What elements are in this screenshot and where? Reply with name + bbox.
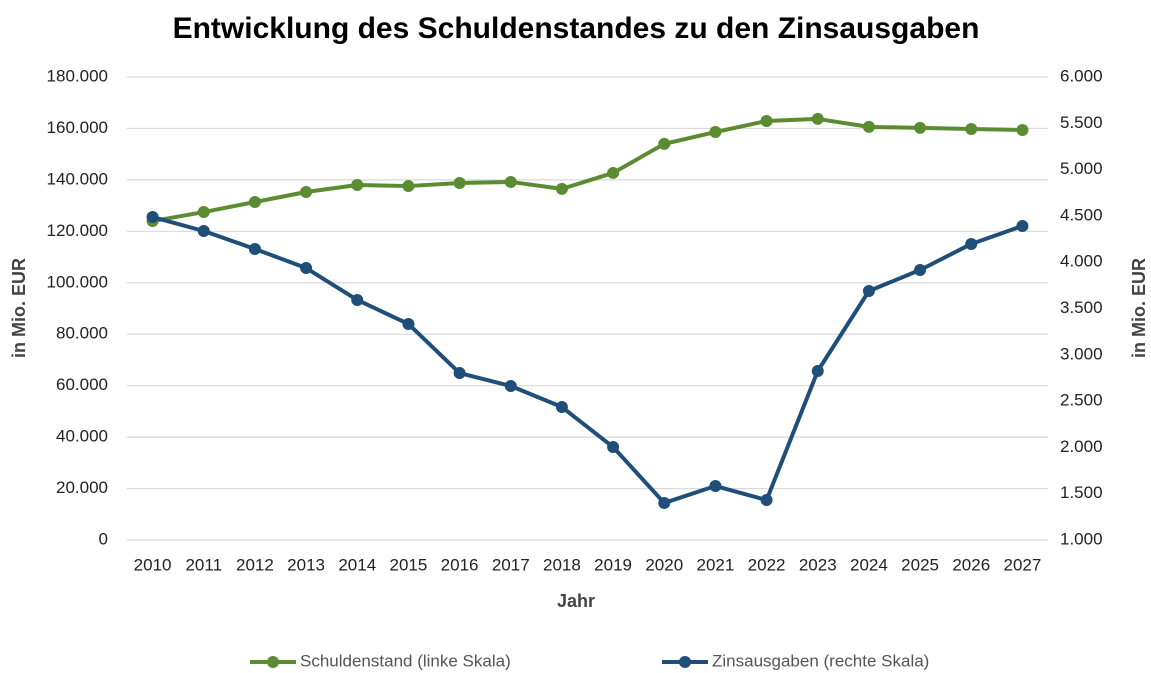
x-tick-label: 2012 [236,555,274,574]
y-tick-label: 120.000 [47,221,108,240]
y2-tick-label: 1.500 [1060,483,1103,502]
legend-marker [679,656,691,668]
y2-axis-title: in Mio. EUR [1129,258,1149,358]
series-marker [453,176,466,189]
x-tick-label: 2017 [492,555,530,574]
y-axis-title: in Mio. EUR [9,258,29,358]
y-tick-label: 40.000 [56,427,108,446]
y-tick-label: 140.000 [47,169,108,188]
series-marker [862,120,875,133]
legend-label: Zinsausgaben (rechte Skala) [712,651,929,670]
series-marker [658,137,671,150]
x-tick-label: 2016 [441,555,479,574]
series-marker [1016,123,1029,136]
x-tick-label: 2026 [952,555,990,574]
series-line [152,116,1023,224]
series-marker [607,441,620,454]
y-tick-label: 160.000 [47,118,108,137]
y-tick-label: 20.000 [56,478,108,497]
series-marker [709,480,722,493]
x-tick-label: 2022 [748,555,786,574]
series-marker [914,263,927,276]
series-marker [248,196,261,209]
x-axis-title: Jahr [557,591,595,611]
y2-tick-label: 4.500 [1060,205,1103,224]
y2-tick-label: 4.000 [1060,252,1103,271]
series-marker [965,237,978,250]
series-marker [555,182,568,195]
x-tick-label: 2020 [645,555,683,574]
x-tick-label: 2021 [697,555,735,574]
series-marker [504,380,517,393]
series-marker [811,365,824,378]
y2-tick-label: 1.000 [1060,529,1103,548]
y-tick-label: 100.000 [47,272,108,291]
legend-marker [267,656,279,668]
series-marker [197,206,210,219]
x-tick-label: 2013 [287,555,325,574]
series-marker [811,112,824,125]
series-marker [402,180,415,193]
series-marker [402,317,415,330]
series-marker [504,175,517,188]
series-marker [658,496,671,509]
series-marker [453,367,466,380]
y2-tick-label: 5.000 [1060,159,1103,178]
series-marker [914,121,927,134]
x-tick-label: 2019 [594,555,632,574]
series-marker [197,224,210,237]
y2-tick-label: 6.000 [1060,66,1103,85]
series-marker [300,262,313,275]
legend-label: Schuldenstand (linke Skala) [300,651,511,670]
x-tick-label: 2024 [850,555,888,574]
series-marker [760,493,773,506]
x-tick-label: 2015 [390,555,428,574]
series-marker [709,126,722,139]
series-line [152,215,1024,505]
series-marker [300,185,313,198]
y2-tick-label: 2.500 [1060,391,1103,410]
x-tick-label: 2018 [543,555,581,574]
y2-tick-label: 5.500 [1060,113,1103,132]
series-marker [248,242,261,255]
series-marker [607,166,620,179]
y2-tick-label: 2.000 [1060,437,1103,456]
series-marker [1016,219,1029,232]
y2-tick-label: 3.000 [1060,344,1103,363]
x-tick-label: 2025 [901,555,939,574]
y2-tick-label: 3.500 [1060,298,1103,317]
series-marker [555,401,568,414]
x-tick-label: 2011 [185,555,222,574]
y-tick-label: 60.000 [56,375,108,394]
x-tick-label: 2010 [134,555,172,574]
x-tick-label: 2023 [799,555,837,574]
series-marker [760,114,773,127]
x-tick-label: 2014 [338,555,376,574]
series-marker [862,284,875,297]
chart-title: Entwicklung des Schuldenstandes zu den Z… [173,12,980,45]
x-tick-label: 2027 [1004,555,1042,574]
y-tick-label: 80.000 [56,324,108,343]
series-marker [351,293,364,306]
series-marker [351,179,364,192]
series-marker [146,211,159,224]
y-tick-label: 0 [99,529,108,548]
y-tick-label: 180.000 [47,66,108,85]
series-marker [965,122,978,135]
